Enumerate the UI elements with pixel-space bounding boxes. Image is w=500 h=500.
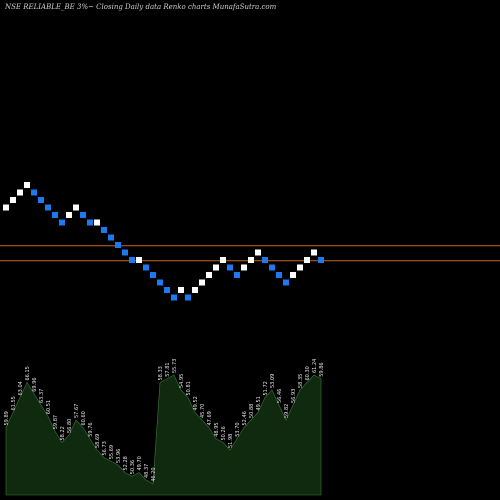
volume-label-28: 49.52: [193, 396, 199, 410]
volume-label-42: 56.93: [291, 389, 297, 403]
volume-label-8: 59.87: [53, 415, 59, 429]
renko-brick-43: [297, 264, 303, 271]
renko-brick-10: [66, 212, 72, 218]
renko-brick-29: [199, 279, 205, 286]
renko-brick-37: [255, 249, 261, 256]
renko-brick-34: [234, 272, 240, 278]
volume-label-40: 56.46: [277, 389, 283, 403]
renko-brick-26: [178, 287, 184, 293]
renko-brick-6: [38, 197, 44, 203]
renko-brick-25: [171, 294, 177, 301]
volume-label-26: 54.95: [179, 374, 185, 388]
volume-label-11: 57.67: [74, 404, 80, 418]
volume-label-14: 58.69: [95, 434, 101, 448]
volume-label-32: 50.26: [221, 426, 227, 440]
volume-label-20: 49.70: [137, 456, 143, 470]
renko-brick-44: [304, 257, 310, 263]
volume-label-45: 61.24: [312, 359, 318, 373]
renko-brick-8: [52, 212, 58, 218]
renko-brick-38: [262, 257, 268, 263]
volume-label-4: 66.15: [25, 366, 31, 380]
renko-brick-3: [17, 189, 23, 196]
renko-brick-30: [206, 272, 212, 278]
volume-label-30: 47.69: [207, 411, 213, 425]
renko-brick-28: [192, 287, 198, 293]
renko-brick-45: [311, 249, 317, 256]
volume-label-23: 58.33: [158, 366, 164, 380]
volume-label-37: 49.51: [256, 396, 262, 410]
renko-brick-1: [3, 204, 9, 211]
volume-label-29: 45.70: [200, 404, 206, 418]
renko-brick-35: [241, 264, 247, 271]
renko-bricks: [3, 182, 324, 301]
volume-label-25: 55.73: [172, 359, 178, 373]
renko-brick-17: [115, 242, 121, 248]
volume-label-19: 50.36: [130, 460, 136, 474]
volume-area: [5, 374, 322, 496]
renko-brick-20: [136, 257, 142, 263]
volume-label-1: 59.89: [4, 411, 10, 425]
renko-brick-7: [45, 204, 51, 211]
renko-brick-33: [227, 264, 233, 271]
volume-label-22: 46.20: [151, 467, 157, 481]
renko-brick-41: [283, 279, 289, 286]
volume-label-17: 53.96: [116, 449, 122, 463]
renko-brick-22: [150, 272, 156, 278]
volume-label-12: 60.60: [81, 411, 87, 425]
volume-label-31: 48.95: [214, 422, 220, 436]
renko-brick-42: [290, 272, 296, 278]
renko-brick-27: [185, 294, 191, 301]
chart-title: NSE RELIABLE_BE 3%~ Closing Daily data R…: [5, 3, 277, 11]
volume-label-38: 51.72: [263, 381, 269, 395]
volume-label-44: 60.30: [305, 366, 311, 380]
volume-label-39: 53.09: [270, 374, 276, 388]
renko-brick-40: [276, 272, 282, 278]
renko-brick-39: [269, 264, 275, 271]
renko-brick-14: [94, 219, 100, 226]
volume-label-27: 50.81: [186, 381, 192, 395]
renko-brick-16: [108, 234, 114, 241]
renko-brick-23: [157, 279, 163, 286]
volume-label-43: 58.35: [298, 374, 304, 388]
renko-brick-19: [129, 257, 135, 263]
volume-label-24: 57.81: [165, 362, 171, 376]
renko-brick-31: [213, 264, 219, 271]
renko-brick-2: [10, 197, 16, 203]
volume-label-33: 51.98: [228, 434, 234, 448]
volume-label-9: 58.22: [60, 426, 66, 440]
volume-labels: 59.8961.5563.0466.1569.9663.3760.5159.87…: [4, 359, 325, 482]
volume-label-7: 60.51: [46, 400, 52, 414]
renko-brick-9: [59, 219, 65, 226]
volume-label-21: 48.37: [144, 464, 150, 478]
volume-label-13: 59.76: [88, 422, 94, 436]
volume-label-41: 59.82: [284, 404, 290, 418]
renko-brick-5: [31, 189, 37, 196]
volume-label-5: 69.96: [32, 377, 38, 391]
renko-brick-21: [143, 264, 149, 271]
volume-label-10: 56.80: [67, 419, 73, 433]
renko-brick-32: [220, 257, 226, 263]
renko-brick-24: [164, 287, 170, 293]
volume-label-6: 63.37: [39, 389, 45, 403]
renko-brick-15: [101, 227, 107, 233]
volume-label-34: 53.70: [235, 422, 241, 436]
volume-label-16: 55.69: [109, 445, 115, 459]
renko-brick-11: [73, 204, 79, 211]
renko-brick-4: [24, 182, 30, 188]
renko-brick-13: [87, 219, 93, 226]
volume-label-3: 63.04: [18, 381, 24, 395]
renko-brick-18: [122, 249, 128, 256]
volume-label-36: 50.88: [249, 404, 255, 418]
renko-brick-36: [248, 257, 254, 263]
volume-label-18: 52.28: [123, 456, 129, 470]
renko-brick-46: [318, 257, 324, 263]
volume-layer: [5, 374, 322, 496]
volume-label-2: 61.55: [11, 396, 17, 410]
renko-brick-12: [80, 212, 86, 218]
volume-label-46: 59.86: [319, 362, 325, 376]
volume-label-35: 52.46: [242, 411, 248, 425]
volume-label-15: 56.73: [102, 441, 108, 455]
